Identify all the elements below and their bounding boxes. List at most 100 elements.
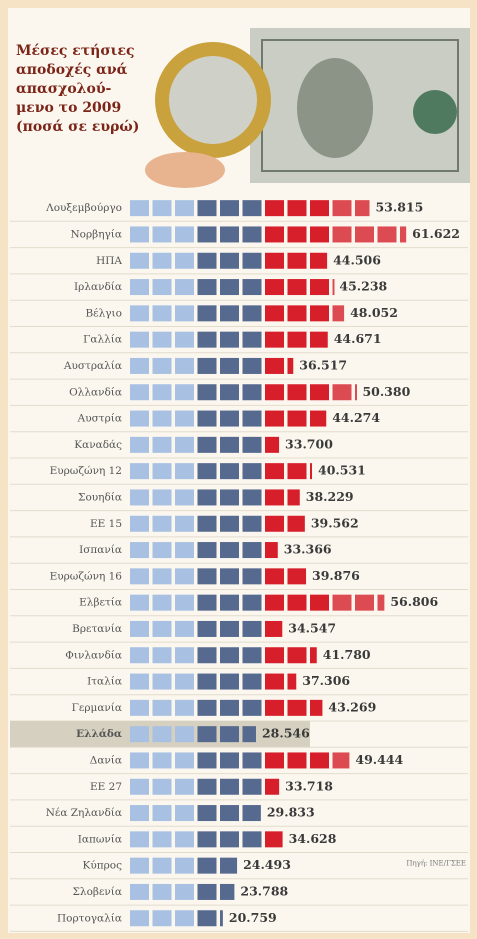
square [333,279,335,295]
square [130,726,149,742]
square [153,726,172,742]
square [153,226,172,242]
square [355,595,374,611]
square [153,752,172,768]
square [288,253,307,269]
square [153,674,172,690]
value-label: 53.815 [375,200,423,215]
square [243,779,262,795]
square [130,752,149,768]
square [243,200,262,216]
square [198,674,217,690]
square [220,700,239,716]
square [198,568,217,584]
category-label: Ιταλία [87,675,122,688]
square [153,463,172,479]
square [265,489,284,505]
square [198,226,217,242]
square [130,542,149,558]
bar [130,700,322,716]
square [198,279,217,295]
square [243,752,262,768]
category-label: Αυστραλία [63,359,122,372]
square [220,595,239,611]
category-label: Γαλλία [83,333,122,346]
bar [130,489,300,505]
square [130,805,149,821]
square [175,752,194,768]
square [288,752,307,768]
square [220,332,239,348]
square [175,858,194,874]
square [130,779,149,795]
category-label: Κύπρος [82,860,122,872]
square [130,384,149,400]
square [175,700,194,716]
square [130,674,149,690]
square [333,384,352,400]
square [198,831,217,847]
square [220,621,239,637]
square [265,411,284,427]
category-label: ΕΕ 27 [90,781,122,793]
square [198,489,217,505]
square [243,516,262,532]
value-label: 44.671 [334,331,382,346]
square [220,779,239,795]
square [288,384,307,400]
square [333,595,352,611]
square [265,200,284,216]
square [333,200,352,216]
value-label: 34.547 [288,620,336,635]
square [175,358,194,374]
value-label: 61.622 [412,226,460,241]
square [153,647,172,663]
square [288,226,307,242]
square [355,384,357,400]
square [265,621,282,637]
square [130,489,149,505]
square [175,253,194,269]
square [265,279,284,295]
square [198,910,217,926]
square [153,884,172,900]
square [153,700,172,716]
value-label: 28.546 [262,726,310,741]
bar [130,279,335,295]
category-label: ΗΠΑ [96,255,122,267]
square [175,621,194,637]
value-label: 50.380 [362,384,410,399]
square [153,332,172,348]
square [243,332,262,348]
square [130,279,149,295]
square [175,568,194,584]
square [198,305,217,321]
square [220,305,239,321]
square [153,858,172,874]
square [175,332,194,348]
square [220,489,239,505]
square [130,647,149,663]
square [265,463,284,479]
square [198,858,217,874]
square [175,910,194,926]
square [310,463,312,479]
square [130,305,149,321]
square [198,253,217,269]
square [220,200,239,216]
square [378,226,397,242]
value-label: 39.876 [312,568,360,583]
category-label: Καναδάς [74,439,122,451]
page: Λουξεμβούργο53.815Νορβηγία61.622ΗΠΑ44.50… [0,0,477,939]
square [288,305,307,321]
square [243,542,262,558]
square [265,384,284,400]
square [198,200,217,216]
square [198,700,217,716]
square [310,411,326,427]
square [198,805,217,821]
square [310,332,328,348]
square [243,568,262,584]
square [288,489,300,505]
category-label: Σουηδία [78,490,122,503]
